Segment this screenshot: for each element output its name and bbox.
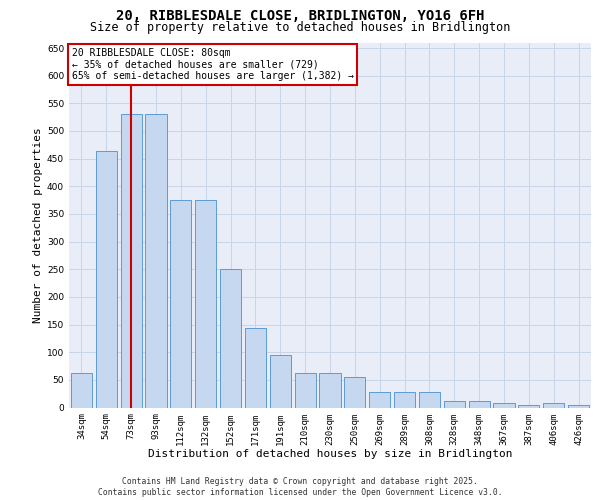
Bar: [344, 377, 365, 408]
Bar: [469, 402, 490, 407]
Bar: [245, 328, 266, 407]
Bar: [270, 355, 291, 408]
Bar: [444, 402, 465, 407]
Bar: [369, 392, 390, 407]
X-axis label: Distribution of detached houses by size in Bridlington: Distribution of detached houses by size …: [148, 449, 512, 459]
Text: 20, RIBBLESDALE CLOSE, BRIDLINGTON, YO16 6FH: 20, RIBBLESDALE CLOSE, BRIDLINGTON, YO16…: [116, 9, 484, 23]
Text: Size of property relative to detached houses in Bridlington: Size of property relative to detached ho…: [90, 21, 510, 34]
Bar: [71, 373, 92, 408]
Bar: [319, 372, 341, 408]
Bar: [96, 152, 117, 408]
Text: Contains HM Land Registry data © Crown copyright and database right 2025.: Contains HM Land Registry data © Crown c…: [122, 476, 478, 486]
Bar: [195, 200, 216, 408]
Bar: [419, 392, 440, 407]
Bar: [394, 392, 415, 407]
Bar: [493, 403, 515, 407]
Text: 20 RIBBLESDALE CLOSE: 80sqm
← 35% of detached houses are smaller (729)
65% of se: 20 RIBBLESDALE CLOSE: 80sqm ← 35% of det…: [71, 48, 353, 81]
Text: Contains public sector information licensed under the Open Government Licence v3: Contains public sector information licen…: [98, 488, 502, 497]
Bar: [543, 403, 564, 407]
Bar: [568, 404, 589, 407]
Bar: [121, 114, 142, 408]
Bar: [145, 114, 167, 408]
Bar: [220, 269, 241, 407]
Bar: [295, 372, 316, 408]
Bar: [518, 404, 539, 407]
Bar: [170, 200, 191, 408]
Y-axis label: Number of detached properties: Number of detached properties: [33, 127, 43, 323]
